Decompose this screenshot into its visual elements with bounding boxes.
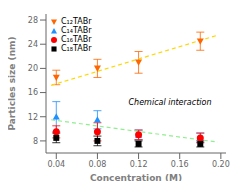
- html-text:Chemical interaction: Chemical interaction: [128, 98, 212, 107]
- svg-text:16: 16: [28, 88, 38, 97]
- svg-text:12: 12: [28, 113, 38, 122]
- svg-text:28: 28: [28, 16, 38, 25]
- svg-text:0.12: 0.12: [130, 160, 148, 169]
- svg-text:0.16: 0.16: [171, 160, 189, 169]
- svg-text:8: 8: [33, 137, 38, 146]
- svg-text:Concentration (M): Concentration (M): [90, 173, 182, 181]
- html-text:C₁₆TABr: C₁₆TABr: [61, 35, 92, 44]
- svg-text:24: 24: [28, 40, 38, 49]
- html-text:C₁₂TABr: C₁₂TABr: [61, 17, 92, 26]
- svg-text:20: 20: [28, 64, 38, 73]
- svg-text:0.04: 0.04: [47, 160, 65, 169]
- html-text:C₁₈TABr: C₁₈TABr: [61, 44, 92, 53]
- svg-text:0.20: 0.20: [212, 160, 230, 169]
- svg-text:Particles size (nm): Particles size (nm): [8, 36, 17, 130]
- html-text:C₁₄TABr: C₁₄TABr: [61, 26, 92, 35]
- svg-text:0.08: 0.08: [89, 160, 107, 169]
